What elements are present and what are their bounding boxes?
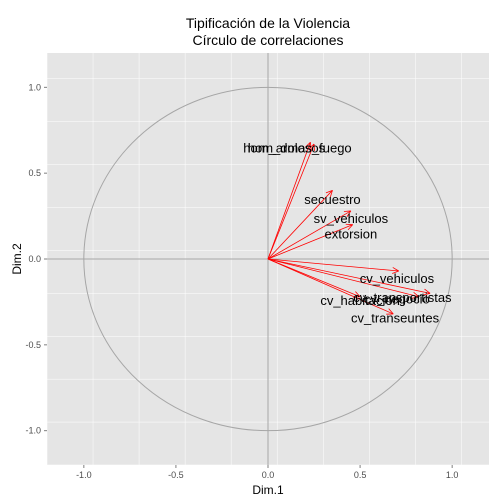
arrow-shaft — [267, 143, 315, 260]
arrow-head — [343, 210, 351, 212]
y-axis-title: Dim.2 — [10, 243, 24, 275]
variable-label: cv_habitacion — [320, 293, 400, 308]
arrow-shaft — [267, 210, 352, 260]
arrow-shaft — [267, 190, 333, 260]
arrow-layer — [267, 141, 431, 315]
arrow-head — [423, 292, 431, 296]
arrow-cv_transeuntes — [267, 258, 394, 315]
arrow-shaft — [267, 258, 431, 294]
arrow-cv_vehiculos — [267, 258, 399, 274]
x-tick-label: -1.0 — [76, 470, 92, 480]
arrow-head — [329, 190, 333, 198]
arrow-head — [413, 291, 420, 298]
arrow-cv_transportistas — [267, 258, 431, 296]
x-axis-ticks: -1.0 -0.5 0.0 0.5 1.0 — [76, 465, 458, 480]
arrow-head — [325, 189, 333, 194]
y-axis-ticks: -1.0 -0.5 0.0 0.5 1.0 — [25, 82, 47, 436]
y-tick-label: 0.0 — [28, 254, 41, 264]
variable-label: cv_transportistas — [353, 290, 452, 305]
variable-label: extorsion — [325, 226, 378, 241]
arrow-head — [388, 308, 394, 315]
arrow-shaft — [267, 258, 420, 298]
arrow-shaft — [267, 258, 394, 315]
y-tick-label: 0.5 — [28, 168, 41, 178]
arrow-shaft — [267, 224, 353, 260]
arrow-head — [347, 224, 354, 231]
x-axis-title: Dim.1 — [252, 483, 284, 497]
arrow-head — [412, 296, 420, 299]
arrow-head — [308, 143, 315, 150]
arrow-hom_armas_fuego — [267, 143, 315, 260]
arrow-head — [309, 142, 312, 150]
variable-label: cv_negocio — [364, 291, 430, 306]
arrow-sv_vehiculos — [267, 210, 352, 260]
x-tick-label: -0.5 — [168, 470, 184, 480]
variable-label: hom_dolosos — [248, 140, 326, 155]
arrow-shaft — [267, 142, 311, 260]
y-tick-label: 1.0 — [28, 82, 41, 92]
arrow-cv_negocio — [267, 258, 420, 299]
arrow-head — [392, 270, 399, 274]
x-tick-label: 1.0 — [446, 470, 459, 480]
chart-title-line-1: Tipificación de la Violencia — [186, 15, 350, 31]
variable-label: cv_vehiculos — [360, 271, 435, 286]
variable-label: secuestro — [304, 192, 360, 207]
arrow-secuestro — [267, 189, 333, 260]
x-tick-label: 0.5 — [354, 470, 367, 480]
y-tick-label: -0.5 — [25, 340, 41, 350]
arrow-head — [305, 141, 311, 148]
arrow-head — [346, 210, 352, 217]
variable-label: sv_vehiculos — [314, 211, 389, 226]
unit-circle — [83, 86, 453, 432]
arrow-head — [392, 267, 399, 272]
arrow-shaft — [267, 258, 399, 272]
x-tick-label: 0.0 — [262, 470, 275, 480]
arrow-shaft — [267, 258, 361, 298]
y-tick-label: -1.0 — [25, 426, 41, 436]
chart-title-line-2: Círculo de correlaciones — [193, 32, 344, 48]
variable-label: hom_armas_fuego — [243, 140, 351, 155]
arrow-head — [355, 291, 361, 298]
arrow-hom_dolosos — [267, 141, 312, 260]
arrow-head — [424, 288, 431, 294]
variable-label: cv_transeuntes — [351, 310, 440, 325]
arrow-extorsion — [267, 223, 354, 260]
